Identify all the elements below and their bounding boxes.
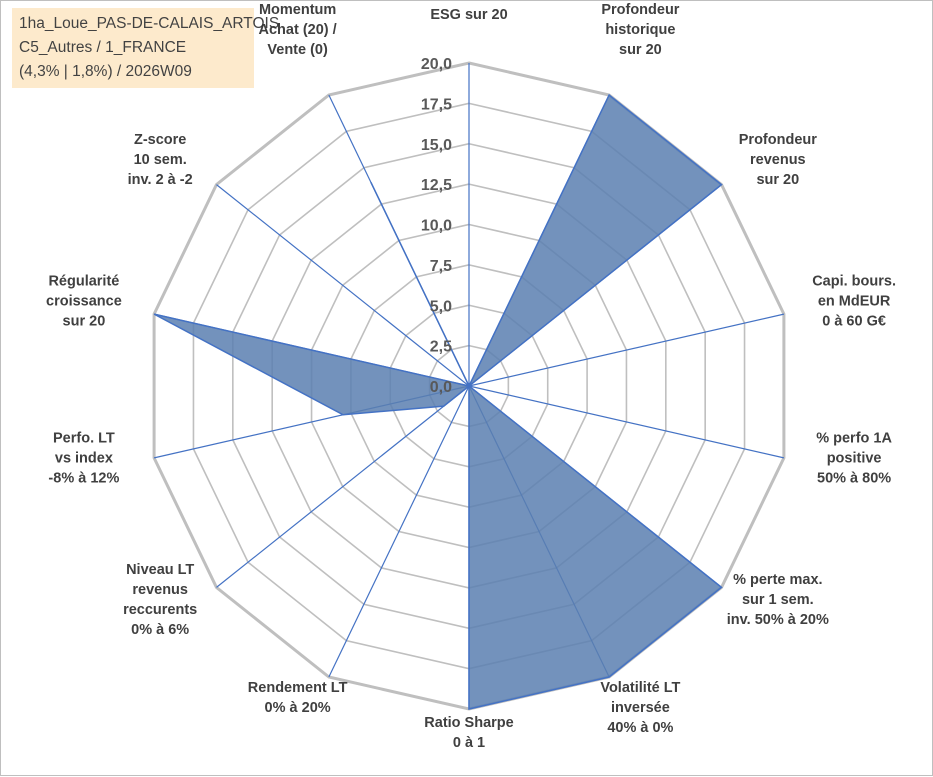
category-label-11: Régularité croissance sur 20	[46, 273, 122, 329]
category-label-5-line-2: inv. 50% à 20%	[727, 612, 829, 628]
category-label-10-line-2: -8% à 12%	[48, 471, 119, 487]
category-label-5-line-1: sur 1 sem.	[742, 592, 814, 608]
category-label-3-line-0: Capi. bours.	[812, 273, 896, 289]
category-label-3-line-2: 0 à 60 G€	[822, 313, 886, 329]
category-label-2-line-2: sur 20	[756, 172, 799, 188]
category-label-9: Niveau LT revenus reccurents 0% à 6%	[123, 562, 197, 638]
category-label-3: Capi. bours. en MdEUR 0 à 60 G€	[812, 273, 896, 329]
spoke-8	[329, 386, 469, 677]
category-label-0: Note ESG sur 20	[430, 1, 507, 23]
category-label-10-line-1: vs index	[55, 451, 113, 467]
category-label-0-line-0: Note	[453, 1, 485, 3]
category-label-1-line-1: historique	[605, 22, 675, 38]
category-label-4: % perfo 1A positive 50% à 80%	[816, 431, 892, 487]
category-label-4-line-2: 50% à 80%	[817, 471, 891, 487]
info-line-1: 1ha_Loue_PAS-DE-CALAIS_ARTOIS	[19, 12, 254, 36]
category-label-3-line-1: en MdEUR	[818, 293, 891, 309]
category-label-9-line-1: revenus	[132, 582, 188, 598]
category-label-12-line-0: Z-score	[134, 132, 186, 148]
category-label-8: Rendement LT 0% à 20%	[248, 680, 348, 716]
info-box: 1ha_Loue_PAS-DE-CALAIS_ARTOIS C5_Autres …	[12, 8, 254, 88]
tick-label-5: 12,5	[421, 177, 452, 194]
category-label-5-line-0: % perte max.	[733, 572, 822, 588]
radial-tick-labels: 0,0 2,5 5,0 7,5 10,0 12,5 15,0 17,5 20,0	[421, 56, 452, 396]
tick-label-4: 10,0	[421, 218, 452, 235]
category-label-12: Z-score 10 sem. inv. 2 à -2	[128, 132, 193, 188]
spoke-9	[216, 386, 469, 587]
category-label-0-line-1: ESG sur 20	[430, 7, 507, 23]
category-label-10-line-0: Perfo. LT	[53, 431, 115, 447]
tick-label-3: 7,5	[430, 258, 452, 275]
category-label-9-line-0: Niveau LT	[126, 562, 194, 578]
category-label-11-line-1: croissance	[46, 293, 122, 309]
tick-label-7: 17,5	[421, 96, 452, 113]
category-label-6: Volatilité LT inversée 40% à 0%	[600, 680, 680, 736]
category-label-11-line-2: sur 20	[63, 313, 106, 329]
category-label-7-line-1: 0 à 1	[453, 735, 485, 751]
category-label-1: Profondeur historique sur 20	[601, 2, 679, 58]
category-label-11-line-0: Régularité	[48, 273, 119, 289]
info-line-2: C5_Autres / 1_FRANCE	[19, 36, 254, 60]
category-label-5: % perte max. sur 1 sem. inv. 50% à 20%	[727, 572, 829, 628]
category-label-8-line-0: Rendement LT	[248, 680, 348, 696]
category-label-6-line-2: 40% à 0%	[607, 720, 673, 736]
category-label-7-line-0: Ratio Sharpe	[424, 715, 513, 731]
tick-label-2: 5,0	[430, 298, 452, 315]
category-label-2-line-1: revenus	[750, 152, 806, 168]
category-label-10: Perfo. LT vs index -8% à 12%	[48, 431, 119, 487]
tick-label-6: 15,0	[421, 137, 452, 154]
tick-label-8: 20,0	[421, 56, 452, 73]
category-label-12-line-1: 10 sem.	[134, 152, 187, 168]
category-label-6-line-1: inversée	[611, 700, 670, 716]
category-label-1-line-0: Profondeur	[601, 2, 679, 18]
category-label-2-line-0: Profondeur	[739, 132, 817, 148]
category-label-4-line-0: % perfo 1A	[816, 431, 892, 447]
category-label-13-line-2: Vente (0)	[267, 42, 328, 58]
category-label-6-line-0: Volatilité LT	[600, 680, 680, 696]
tick-label-0: 0,0	[430, 379, 452, 396]
category-label-1-line-2: sur 20	[619, 42, 662, 58]
category-label-8-line-1: 0% à 20%	[265, 700, 331, 716]
category-label-4-line-1: positive	[827, 451, 882, 467]
category-label-7: Ratio Sharpe 0 à 1	[424, 715, 513, 751]
category-label-9-line-2: reccurents	[123, 602, 197, 618]
category-label-9-line-3: 0% à 6%	[131, 622, 189, 638]
tick-label-1: 2,5	[430, 339, 452, 356]
category-label-12-line-2: inv. 2 à -2	[128, 172, 193, 188]
info-line-3: (4,3% | 1,8%) / 2026W09	[19, 60, 254, 84]
category-label-2: Profondeur revenus sur 20	[739, 132, 817, 188]
